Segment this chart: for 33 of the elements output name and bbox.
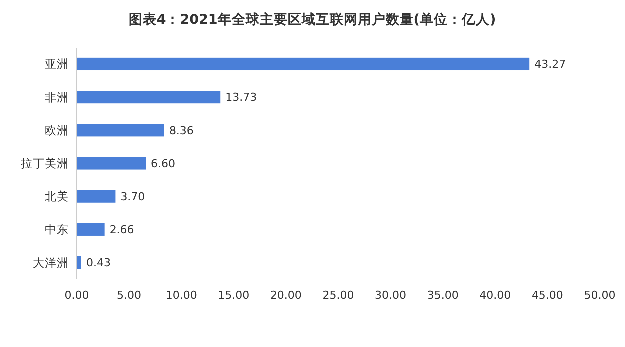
- bar: [77, 91, 221, 104]
- y-tick-label: 北美: [45, 190, 69, 204]
- bar: [77, 124, 164, 137]
- x-tick-label: 30.00: [375, 289, 407, 302]
- x-tick-label: 45.00: [532, 289, 564, 302]
- data-label: 6.60: [151, 157, 176, 170]
- x-tick-label: 10.00: [166, 289, 198, 302]
- x-tick-label: 5.00: [117, 289, 142, 302]
- bar: [77, 58, 530, 71]
- data-label: 0.43: [86, 256, 111, 270]
- data-label: 2.66: [110, 224, 134, 237]
- data-label: 8.36: [169, 124, 194, 138]
- bar: [77, 157, 146, 170]
- y-tick-label: 拉丁美洲: [21, 156, 69, 171]
- chart-title: 图表4：2021年全球主要区域互联网用户数量(单位：亿人): [128, 11, 496, 28]
- data-label: 13.73: [226, 91, 258, 104]
- x-tick-label: 40.00: [480, 289, 512, 302]
- bar: [77, 256, 82, 270]
- x-tick-label: 20.00: [270, 289, 302, 302]
- y-tick-label: 中东: [45, 222, 69, 237]
- x-tick-label: 25.00: [322, 289, 354, 302]
- data-label: 3.70: [120, 190, 146, 204]
- y-tick-label: 亚洲: [45, 57, 69, 72]
- data-label: 43.27: [534, 58, 566, 72]
- bar: [77, 223, 105, 236]
- y-tick-label: 欧洲: [45, 123, 69, 138]
- x-tick-label: 50.00: [584, 289, 616, 302]
- x-tick-label: 15.00: [218, 289, 250, 302]
- x-tick-label: 35.00: [427, 289, 459, 302]
- bar: [77, 190, 116, 203]
- y-tick-label: 大洋洲: [33, 256, 69, 270]
- x-tick-label: 0.00: [64, 289, 90, 302]
- y-tick-label: 非洲: [45, 90, 69, 104]
